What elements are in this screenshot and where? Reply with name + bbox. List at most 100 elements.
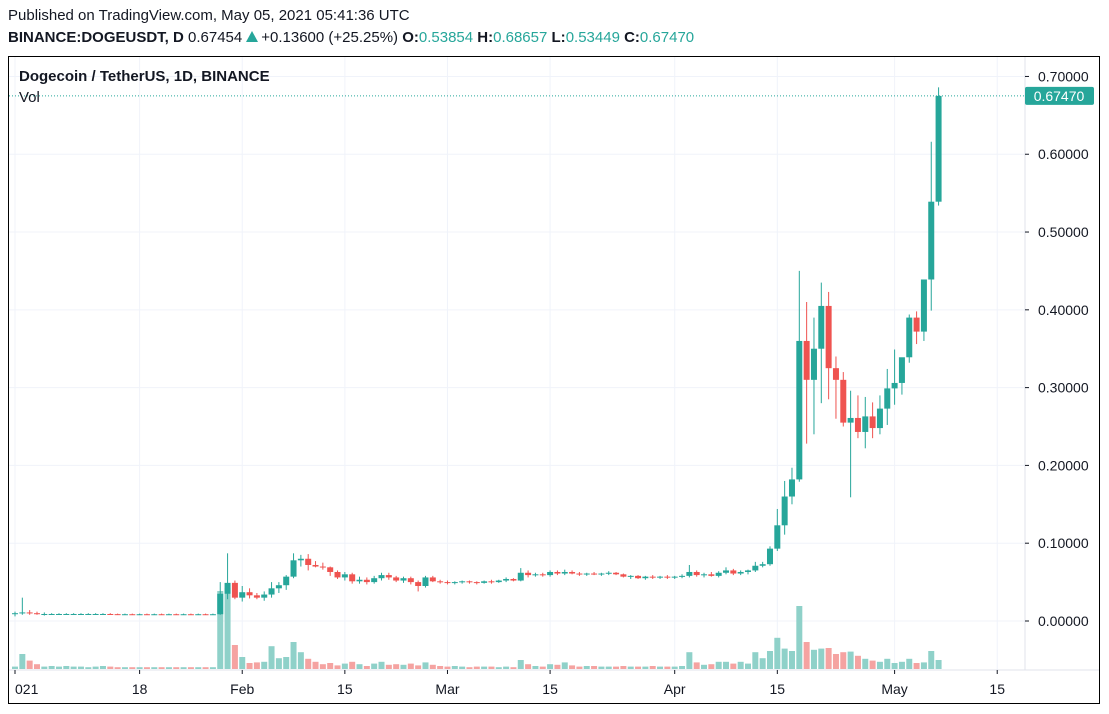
volume-bar [209,667,216,669]
candle-down [832,368,839,380]
x-tick-label: 15 [770,681,786,697]
price-candles [12,87,942,617]
time-axis: 021 18 Feb 15 Mar 15 Apr 15 May 15 [14,670,1005,697]
volume-bar [517,660,524,669]
published-line: Published on TradingView.com, May 05, 20… [8,7,410,24]
volume-bar [862,658,869,669]
candle-up [583,573,590,575]
volume-bar [884,658,891,669]
volume-bar [239,657,246,669]
volume-bar [356,664,363,669]
volume-bar [605,666,612,669]
candle-down [613,572,620,575]
volume-bar [327,663,334,669]
candle-down [569,571,576,574]
volume-bar [920,662,927,669]
volume-bar [701,664,708,669]
volume-bar [275,658,282,669]
candle-up [165,614,172,616]
chart-legend-title[interactable]: Dogecoin / TetherUS, 1D, BINANCE [19,68,270,85]
volume-bar [415,665,422,669]
volume-bar [818,648,825,669]
volume-bar [246,663,253,669]
candle-down [510,578,517,581]
candle-down [187,614,194,616]
candle-up [283,576,290,586]
x-tick-label: 15 [989,681,1005,697]
candle-up [517,572,524,581]
candle-down [305,558,312,565]
volume-bar [341,663,348,669]
y-tick-label: 0.40000 [1038,302,1089,318]
y-tick-label: 0.00000 [1038,613,1089,629]
volume-bar [752,652,759,669]
volume-bar [253,662,260,669]
candle-up [561,571,568,574]
candle-up [810,348,817,380]
volume-bar [33,664,40,669]
volume-bar [737,661,744,669]
volume-bar [63,666,70,669]
candle-up [371,578,378,583]
volume-bar [766,651,773,669]
candle-up [19,612,26,614]
x-tick-label: 18 [132,681,148,697]
candle-up [268,588,275,595]
candle-down [554,571,561,574]
last-price-badge[interactable]: 0.67470 [1025,86,1094,105]
volume-bar [679,666,686,669]
candle-up [737,571,744,574]
candle-down [246,592,253,596]
volume-bar [847,651,854,669]
volume-bar [664,666,671,669]
volume-bar [305,658,312,669]
candle-up [297,558,304,561]
volume-bar [129,667,136,669]
candle-up [671,576,678,578]
volume-bar [55,666,62,669]
chart-frame [8,56,1100,704]
candle-up [70,613,77,615]
candle-down [253,595,260,598]
volume-bar [283,657,290,669]
volume-bar [774,637,781,669]
volume-bar [158,667,165,669]
candle-down [525,572,532,576]
volume-legend-label[interactable]: Vol [19,89,40,106]
volume-bar [869,660,876,669]
candle-down [466,581,473,583]
candle-up [451,582,458,584]
last-price: 0.67454 [188,29,243,46]
volume-bar [488,666,495,669]
x-tick-label: 021 [15,681,39,697]
candle-up [459,581,466,583]
price-change: +0.13600 (+25.25%) [261,29,399,46]
volume-bar [92,666,99,669]
volume-bar [334,665,341,669]
volume-bar [393,664,400,669]
candle-down [26,612,33,614]
candle-down [730,570,737,574]
candle-up [239,592,246,598]
volume-bar [891,663,898,669]
candle-up [627,575,634,577]
volume-bar [473,666,480,669]
volume-bar [928,651,935,669]
candle-up [77,613,84,615]
candle-up [356,579,363,582]
symbol-name[interactable]: BINANCE:DOGEUSDT, D [8,29,184,46]
volume-bar [723,661,730,669]
volume-bar [121,667,128,669]
volume-bar [503,666,510,669]
volume-bar [312,661,319,669]
candle-up [400,578,407,581]
candle-up [275,585,282,589]
candle-down [576,573,583,575]
candle-up [876,408,883,429]
x-tick-label: Mar [435,681,459,697]
candle-up [920,279,927,332]
volume-bar [532,666,539,669]
volume-bar [539,666,546,669]
candle-up [862,416,869,432]
